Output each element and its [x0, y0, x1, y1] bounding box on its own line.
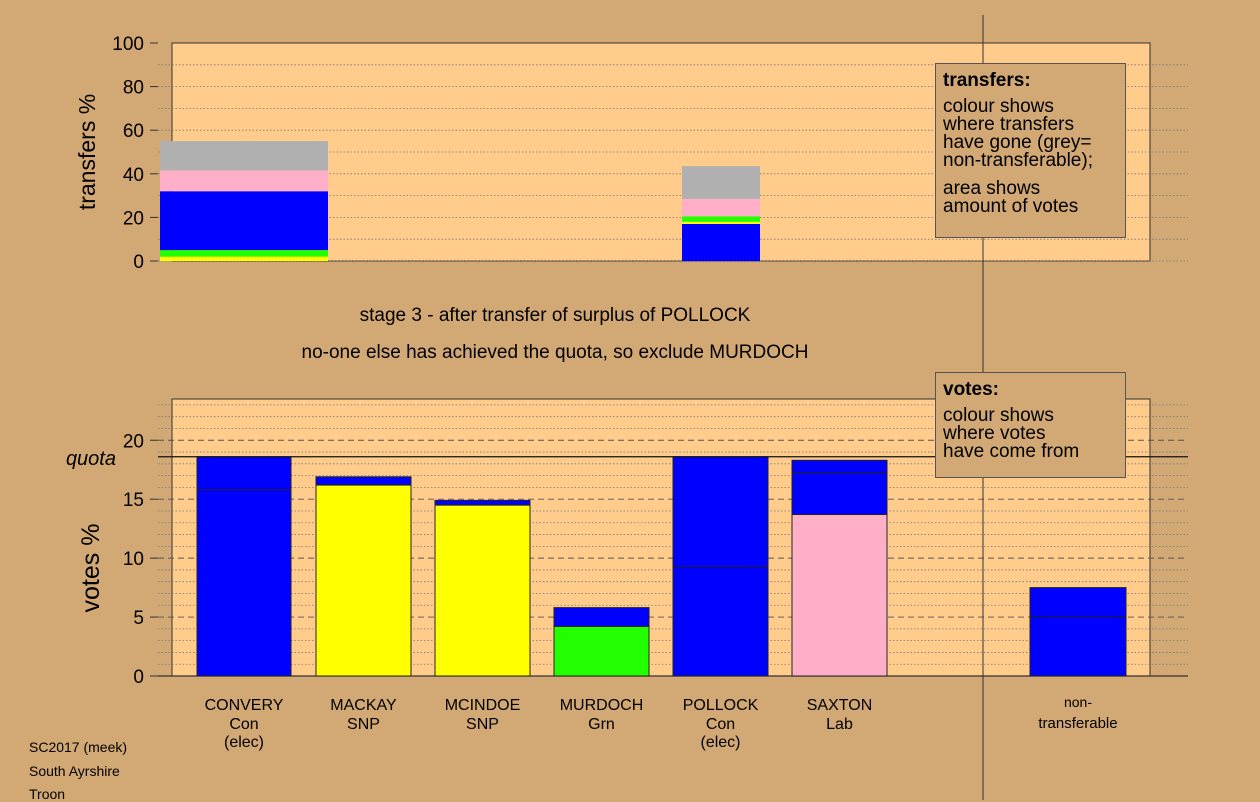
vote-bar-segment [553, 625, 650, 677]
transfers-tick-label: 20 [123, 208, 144, 229]
transfers-legend-title: transfers: [943, 70, 1031, 91]
nontransferable-label: non- [1064, 694, 1092, 710]
votes-legend: votes: colour shows where votes have com… [935, 372, 1126, 478]
transfer-bar-segment [160, 256, 328, 261]
transfers-tick-label: 60 [123, 121, 144, 142]
transfers-legend: transfers: colour shows where transfers … [935, 63, 1126, 238]
transfers-tick-label: 80 [123, 78, 144, 99]
footer-line-1: SC2017 (meek) [29, 739, 128, 755]
candidate-party: Grn [588, 716, 615, 733]
candidate-name: CONVERY [205, 697, 284, 714]
vote-bar-segment [672, 565, 769, 677]
stage-line-1: stage 3 - after transfer of surplus of P… [359, 305, 751, 326]
transfers-legend-line: where transfers [943, 114, 1074, 135]
votes-tick-label: 10 [123, 549, 144, 570]
transfers-legend-line: area shows [943, 178, 1041, 199]
transfers-tick-label: 0 [133, 252, 144, 273]
transfer-bar-segment [682, 198, 760, 217]
vote-bar-segment [553, 607, 650, 627]
votes-tick-label: 15 [123, 490, 144, 511]
candidate-party: SNP [466, 716, 499, 733]
vote-bar-segment [791, 472, 888, 516]
transfer-bar-segment [160, 191, 328, 251]
transfer-bar-segment [160, 250, 328, 257]
candidate-name: MCINDOE [445, 697, 521, 714]
candidate-party: SNP [347, 716, 380, 733]
transfers-tick-label: 40 [123, 165, 144, 186]
votes-axis-label: votes % [77, 524, 105, 613]
votes-legend-line: have come from [943, 441, 1080, 462]
votes-tick-label: 5 [133, 608, 144, 629]
transfer-bar-segment [682, 221, 760, 224]
transfers-legend-line: colour shows [943, 96, 1054, 117]
transfers-legend-line: non-transferable); [943, 150, 1093, 171]
votes-legend-line: colour shows [943, 405, 1054, 426]
vote-bar-segment [196, 456, 292, 491]
candidate-name: SAXTON [807, 697, 873, 714]
transfer-bar-segment [682, 223, 760, 261]
vote-bar-segment [315, 476, 412, 486]
candidate-status: (elec) [700, 734, 740, 751]
candidate-name: POLLOCK [683, 697, 759, 714]
nontransferable-bar-segment [1029, 587, 1127, 618]
transfer-bar-segment [682, 166, 760, 199]
transfers-axis-label: transfers % [74, 94, 100, 210]
candidate-name: MURDOCH [560, 697, 644, 714]
transfer-bar-segment [682, 216, 760, 222]
candidate-party: Con [229, 716, 258, 733]
candidate-status: (elec) [224, 734, 264, 751]
vote-bar-segment [196, 489, 292, 677]
votes-tick-label: 0 [133, 667, 144, 688]
stage-line-2: no-one else has achieved the quota, so e… [301, 342, 809, 363]
votes-legend-line: where votes [943, 423, 1046, 444]
transfers-legend-line: amount of votes [943, 196, 1079, 217]
votes-legend-title: votes: [943, 379, 999, 400]
vote-bar-segment [434, 499, 531, 506]
transfers-tick-label: 100 [112, 34, 144, 55]
footer-line-2: South Ayrshire [29, 763, 120, 779]
vote-bar-segment [791, 459, 888, 474]
votes-tick-label: 20 [123, 431, 144, 452]
vote-bar-segment [672, 456, 769, 567]
vote-bar-segment [315, 484, 412, 677]
transfer-bar-segment [160, 170, 328, 192]
nontransferable-label: transferable [1038, 715, 1117, 732]
transfers-legend-line: have gone (grey= [943, 132, 1092, 153]
candidate-party: Lab [826, 716, 853, 733]
vote-bar-segment [434, 504, 531, 677]
nontransferable-bar-segment [1029, 616, 1127, 677]
candidate-party: Con [706, 716, 735, 733]
transfer-bar-segment [160, 141, 328, 171]
footer-line-3: Troon [29, 786, 66, 802]
vote-bar-segment [791, 514, 888, 677]
quota-label: quota [66, 448, 116, 470]
candidate-name: MACKAY [330, 697, 397, 714]
